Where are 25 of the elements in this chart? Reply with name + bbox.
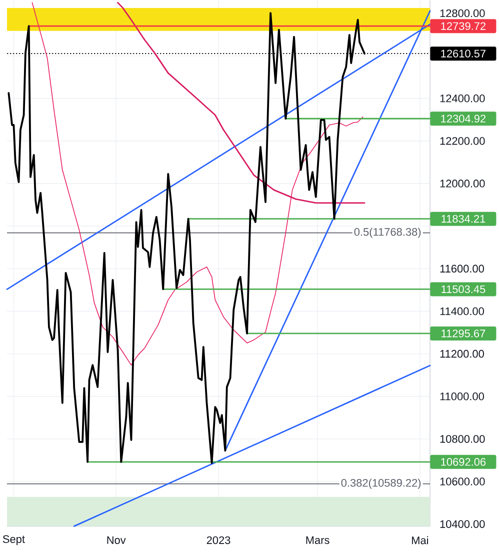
ref-line-label: 0.5(11768.38) — [354, 228, 421, 238]
y-tick-label: 11000.00 — [440, 392, 484, 400]
y-tick-label: 11600.00 — [440, 264, 484, 273]
data-label: 11503.45 — [442, 285, 486, 294]
y-tick-label: 12400.00 — [440, 94, 485, 102]
ref-line-label: 12610.57 — [441, 50, 486, 58]
y-tick-label: 10800.00 — [440, 435, 485, 443]
y-tick-label: 10600.00 — [440, 478, 485, 486]
y-tick-label: 12200.00 — [440, 137, 485, 145]
data-label: 12739.72 — [441, 22, 486, 30]
data-label: 11295.67 — [442, 330, 486, 338]
x-tick-label: Sept — [2, 535, 25, 546]
data-label: 12304.92 — [441, 114, 486, 123]
x-tick-label: Nov — [107, 536, 126, 544]
data-label: 10692.06 — [441, 458, 486, 466]
x-tick-label: 2023 — [206, 536, 230, 544]
y-tick-label: 12800.00 — [440, 9, 485, 18]
y-tick-label: 11200.00 — [440, 350, 484, 358]
y-tick-label: 11400.00 — [440, 307, 484, 316]
x-tick-label: Mai — [412, 536, 428, 544]
y-tick-label: 12000.00 — [440, 180, 485, 188]
y-tick-label: 10400.00 — [440, 520, 485, 528]
ref-line-label: 0.382(10589.22) — [341, 478, 421, 489]
data-label: 11834.21 — [442, 214, 486, 223]
x-tick-label: Mars — [306, 536, 330, 544]
